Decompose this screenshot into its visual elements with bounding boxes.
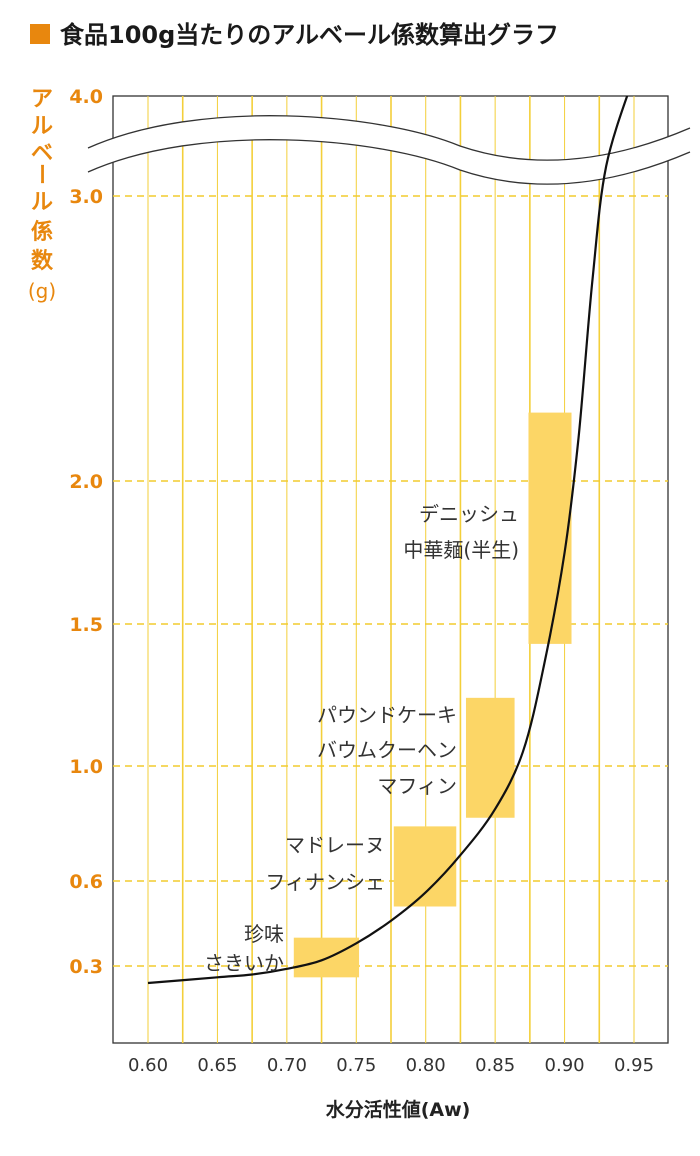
axis-break <box>87 115 691 185</box>
range-label: フィナンシェ <box>265 870 385 894</box>
range-label: さきいか <box>204 951 284 975</box>
y-tick-label: 3.0 <box>69 186 103 208</box>
y-axis-unit: (g) <box>28 279 56 303</box>
y-axis-label-char: ル <box>31 190 53 215</box>
range-label: マドレーヌ <box>285 833 385 857</box>
y-tick-label: 1.5 <box>69 614 103 636</box>
x-tick-label: 0.95 <box>614 1055 654 1076</box>
x-tick-label: 0.75 <box>336 1055 376 1076</box>
y-tick-label: 4.0 <box>69 86 103 108</box>
range-label: 珍味 <box>244 922 284 946</box>
x-tick-label: 0.70 <box>267 1055 307 1076</box>
curve-layer <box>147 96 629 985</box>
chart-title: 食品100g当たりのアルベール係数算出グラフ <box>60 21 559 49</box>
y-axis-label-char: ル <box>31 114 53 139</box>
y-tick-label: 2.0 <box>69 471 103 493</box>
range-box-3 <box>465 697 515 818</box>
y-tick-label: 0.6 <box>69 871 103 893</box>
range-box-2 <box>393 826 457 907</box>
x-tick-label: 0.90 <box>545 1055 585 1076</box>
x-tick-labels: 0.60 0.65 0.70 0.75 0.80 0.85 0.90 0.95 <box>128 1055 654 1076</box>
range-label: 中華麺(半生) <box>403 538 519 562</box>
axis-break-line-upper <box>87 115 691 161</box>
x-tick-label: 0.85 <box>475 1055 515 1076</box>
gridlines <box>113 96 668 1043</box>
range-label: マフィン <box>377 774 457 798</box>
y-tick-label: 0.3 <box>69 956 103 978</box>
y-axis-label-char: ア <box>31 87 53 112</box>
range-label: デニッシュ <box>419 502 519 526</box>
x-tick-label: 0.60 <box>128 1055 168 1076</box>
y-axis-label: アルベール係数(g) <box>28 87 56 303</box>
x-axis-label: 水分活性値(Aw) <box>326 1098 471 1121</box>
range-box-4 <box>528 412 572 644</box>
y-axis-label-char: 数 <box>31 248 54 274</box>
y-axis-label-char: 係 <box>31 220 53 245</box>
x-tick-label: 0.80 <box>406 1055 446 1076</box>
y-axis-label-char: ベ <box>31 141 53 166</box>
range-boxes <box>293 412 572 978</box>
y-tick-labels: 0.3 0.6 1.0 1.5 2.0 3.0 4.0 <box>69 86 103 978</box>
title-square-icon <box>30 24 50 44</box>
albert-curve <box>147 96 629 985</box>
axis-break-line-lower <box>87 139 691 185</box>
y-axis-label-char: ー <box>28 163 53 185</box>
range-label: パウンドケーキ <box>317 703 457 727</box>
y-tick-label: 1.0 <box>69 756 103 778</box>
x-tick-label: 0.65 <box>197 1055 237 1076</box>
range-label: バウムクーヘン <box>317 738 457 762</box>
